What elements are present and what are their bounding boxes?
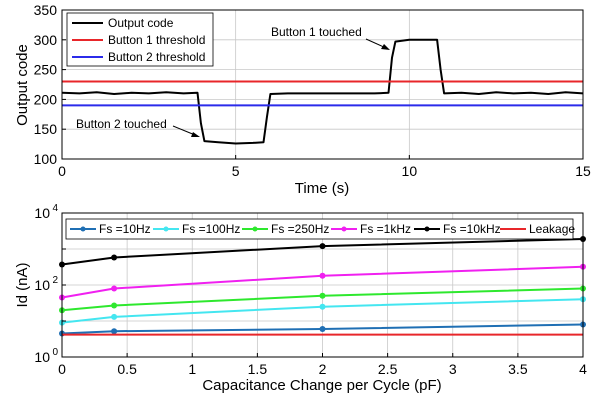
bottom-x-tick-label: 1 bbox=[188, 361, 196, 377]
top-y-ticks: 100 150 200 250 300 350 bbox=[34, 2, 66, 167]
top-y-tick-label: 200 bbox=[34, 91, 58, 107]
legend-label-leakage: Leakage bbox=[529, 222, 575, 236]
series-line-output-code bbox=[61, 38, 584, 145]
bottom-y-tick-exponent: 4 bbox=[52, 203, 58, 214]
top-y-axis-label: Output code bbox=[14, 44, 31, 126]
annotation-button-2-text: Button 2 touched bbox=[76, 117, 167, 131]
bottom-x-tick-label: 0 bbox=[58, 361, 66, 377]
top-x-axis-label: Time (s) bbox=[295, 180, 349, 197]
bottom-x-tick-label: 2.5 bbox=[378, 361, 398, 377]
legend-entry-fs-10khz: Fs =10kHz bbox=[414, 222, 501, 236]
legend-entry-leakage: Leakage bbox=[500, 222, 575, 236]
bottom-y-tick-label: 10 bbox=[34, 205, 50, 221]
legend-label-fs-10hz: Fs =10Hz bbox=[99, 222, 151, 236]
legend-entry-fs-250hz: Fs =250Hz bbox=[242, 222, 329, 236]
legend-label-fs-10khz: Fs =10kHz bbox=[443, 222, 501, 236]
series-point-fs-10khz bbox=[111, 254, 118, 261]
bottom-legend-box bbox=[65, 218, 574, 240]
top-chart: 0 5 10 15 100 150 200 250 300 350 Time (s) Outpu… bbox=[14, 2, 591, 197]
legend-marker-fs-250hz bbox=[252, 226, 258, 232]
series-point-fs-1khz bbox=[111, 285, 118, 292]
series-point-fs-100hz bbox=[319, 303, 326, 310]
bottom-y-axis-label: Id (nA) bbox=[14, 262, 31, 307]
series-point-fs-10khz bbox=[319, 243, 326, 250]
top-legend: Output code Button 1 threshold Button 2 … bbox=[66, 12, 214, 67]
bottom-x-tick-label: 0.5 bbox=[117, 361, 137, 377]
series-point-fs-1khz bbox=[319, 272, 326, 279]
series-point-fs-250hz bbox=[111, 302, 118, 309]
bottom-y-tick-label: 10 bbox=[34, 349, 50, 365]
series-line-fs-1khz bbox=[61, 265, 584, 299]
series-line-fs-10hz bbox=[61, 323, 584, 335]
bottom-x-tick-label: 3 bbox=[449, 361, 457, 377]
legend-entry-fs-1khz: Fs =1kHz bbox=[331, 222, 411, 236]
bottom-x-tick-label: 3.5 bbox=[508, 361, 528, 377]
top-series bbox=[61, 38, 584, 145]
bottom-x-axis-label: Capacitance Change per Cycle (pF) bbox=[202, 377, 441, 394]
top-x-tick-label: 5 bbox=[232, 163, 240, 179]
annotation-button-1: Button 1 touched bbox=[271, 25, 390, 50]
legend-entry-fs-100hz: Fs =100Hz bbox=[153, 222, 240, 236]
legend-label-output-code: Output code bbox=[108, 16, 174, 30]
legend-label-button-2-threshold: Button 2 threshold bbox=[108, 50, 205, 64]
top-x-ticks: 0 5 10 15 bbox=[58, 155, 591, 179]
top-y-tick-label: 150 bbox=[34, 121, 58, 137]
bottom-y-tick-exponent: 0 bbox=[52, 347, 58, 358]
bottom-x-tick-label: 4 bbox=[579, 361, 587, 377]
bottom-y-tick-exponent: 2 bbox=[52, 275, 58, 286]
annotation-button-2-arrow bbox=[172, 125, 196, 136]
bottom-x-tick-label: 1.5 bbox=[248, 361, 268, 377]
legend-label-fs-100hz: Fs =100Hz bbox=[182, 222, 240, 236]
bottom-x-tick-label: 2 bbox=[319, 361, 327, 377]
legend-marker-fs-10khz bbox=[424, 226, 430, 232]
legend-marker-fs-1khz bbox=[341, 226, 347, 232]
legend-label-fs-250hz: Fs =250Hz bbox=[271, 222, 329, 236]
top-y-tick-label: 100 bbox=[34, 151, 58, 167]
legend-marker-fs-10hz bbox=[80, 226, 86, 232]
legend-entry-fs-10hz: Fs =10Hz bbox=[70, 222, 151, 236]
series-point-fs-250hz bbox=[319, 292, 326, 299]
top-y-tick-label: 250 bbox=[34, 62, 58, 78]
series-line-fs-10khz bbox=[61, 238, 584, 266]
top-y-tick-label: 300 bbox=[34, 32, 58, 48]
top-x-tick-label: 10 bbox=[402, 163, 418, 179]
top-plot-frame bbox=[61, 9, 584, 160]
annotation-button-2: Button 2 touched bbox=[76, 117, 200, 137]
top-x-tick-label: 0 bbox=[58, 163, 66, 179]
series-point-fs-10hz bbox=[111, 328, 118, 335]
legend-marker-fs-100hz bbox=[163, 226, 169, 232]
bottom-legend: Fs =10Hz Fs =100Hz Fs =250Hz Fs =1kHz Fs bbox=[65, 218, 575, 240]
top-y-tick-label: 350 bbox=[34, 2, 58, 18]
top-x-tick-label: 15 bbox=[575, 163, 591, 179]
series-point-fs-100hz bbox=[111, 313, 118, 320]
series-point-fs-10hz bbox=[319, 326, 326, 332]
annotation-button-2-arrowhead bbox=[191, 132, 200, 137]
series-line-fs-100hz bbox=[61, 298, 584, 324]
series-line-fs-250hz bbox=[61, 287, 584, 312]
annotation-button-1-text: Button 1 touched bbox=[271, 25, 362, 39]
bottom-x-ticks: 0 0.5 1 1.5 2 2.5 3 3.5 4 bbox=[58, 353, 587, 377]
legend-label-fs-1khz: Fs =1kHz bbox=[360, 222, 411, 236]
annotation-button-1-arrowhead bbox=[381, 44, 390, 50]
legend-label-button-1-threshold: Button 1 threshold bbox=[108, 33, 205, 47]
bottom-y-tick-label: 10 bbox=[34, 277, 50, 293]
